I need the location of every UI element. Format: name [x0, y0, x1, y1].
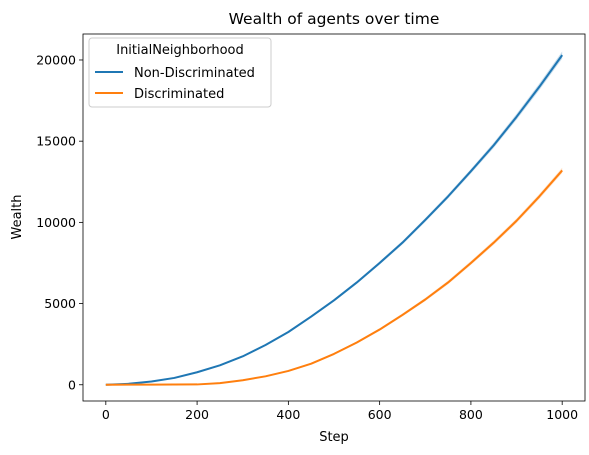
legend-title: InitialNeighborhood	[116, 43, 244, 58]
x-axis-label: Step	[319, 430, 349, 445]
plot-area	[105, 51, 563, 386]
x-tick-label: 600	[368, 407, 392, 422]
x-tick-label: 200	[185, 407, 209, 422]
y-tick-label: 0	[68, 377, 76, 392]
x-tick-label: 0	[102, 407, 110, 422]
y-tick-label: 10000	[36, 215, 76, 230]
y-tick-label: 20000	[36, 52, 76, 67]
legend-box	[88, 37, 272, 108]
x-tick-label: 800	[459, 407, 483, 422]
plot-frame	[82, 33, 586, 402]
x-tick-label: 1000	[546, 407, 578, 422]
series-line-discriminated	[105, 169, 563, 386]
y-tick-label: 15000	[36, 134, 76, 149]
x-axis: 0 200 400 600 800 1000	[102, 401, 578, 422]
y-axis-label: Wealth	[10, 194, 25, 239]
chart-title: Wealth of agents over time	[229, 10, 440, 28]
x-tick-label: 400	[276, 407, 300, 422]
legend: InitialNeighborhood Non-Discriminated Di…	[88, 37, 272, 108]
y-axis: 0 5000 10000 15000 20000	[36, 52, 83, 392]
series-line-non-discriminated	[105, 54, 563, 386]
y-tick-label: 5000	[44, 296, 76, 311]
confidence-band-discriminated	[105, 167, 563, 385]
legend-label-discriminated: Discriminated	[134, 87, 224, 102]
legend-label-non-discriminated: Non-Discriminated	[134, 66, 255, 81]
